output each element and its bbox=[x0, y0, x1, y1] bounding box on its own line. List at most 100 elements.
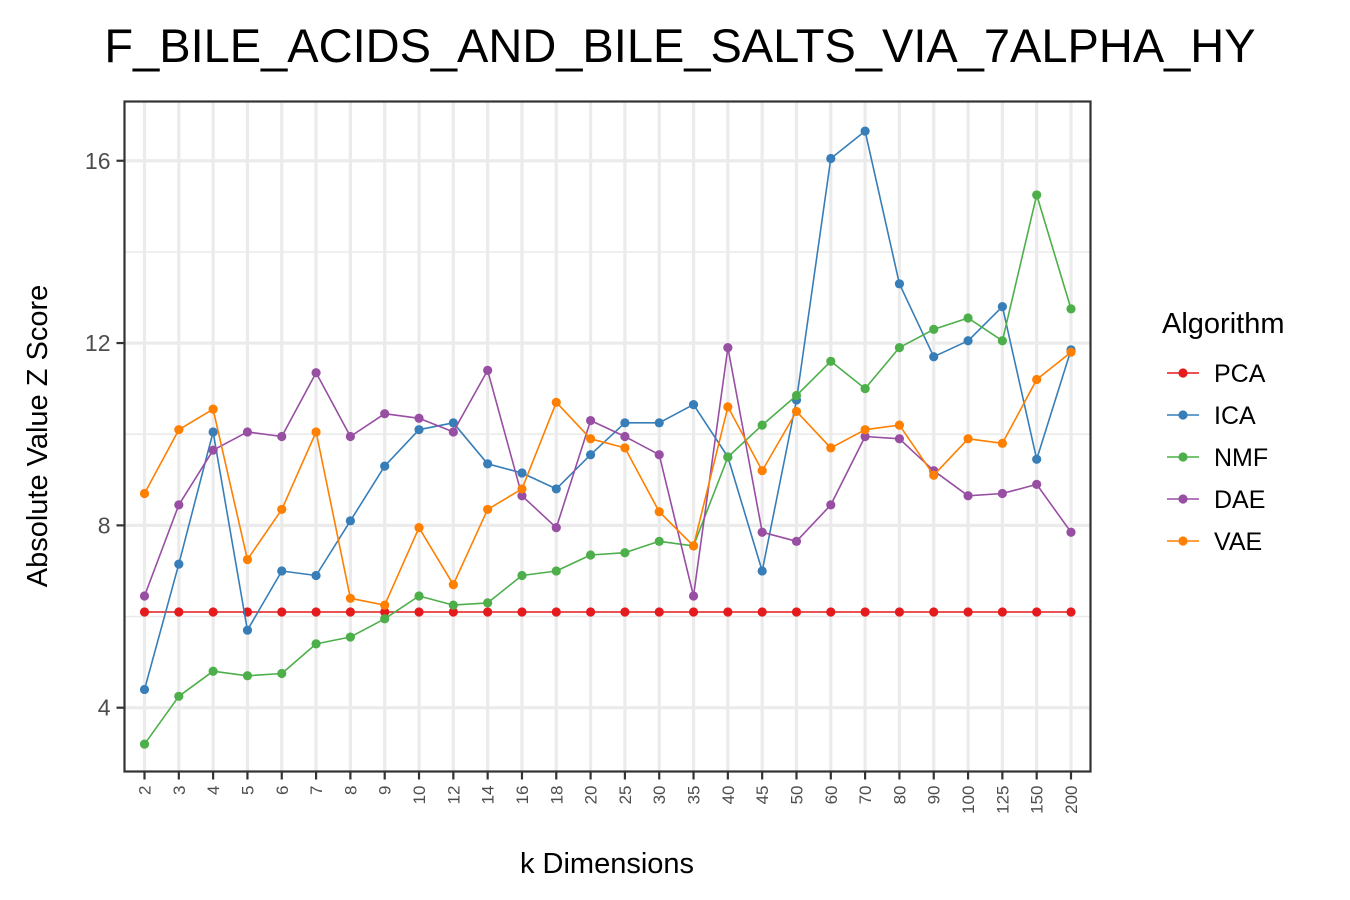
data-point bbox=[963, 607, 973, 617]
data-point bbox=[517, 607, 527, 617]
data-point bbox=[517, 468, 527, 478]
series-line-nmf bbox=[143, 194, 1072, 745]
data-point bbox=[1032, 454, 1042, 464]
x-tick-label: 7 bbox=[307, 786, 326, 795]
data-point bbox=[894, 343, 905, 353]
data-point bbox=[448, 418, 458, 428]
data-point bbox=[311, 570, 321, 581]
y-tick-label: 12 bbox=[85, 330, 111, 356]
series-line-ica bbox=[143, 130, 1072, 690]
data-point bbox=[277, 504, 287, 515]
data-point bbox=[277, 566, 287, 576]
data-point bbox=[963, 336, 973, 346]
y-tick-label: 16 bbox=[85, 148, 111, 174]
data-point bbox=[208, 445, 218, 455]
data-point bbox=[380, 614, 390, 624]
data-point bbox=[517, 491, 527, 501]
data-point bbox=[414, 413, 424, 423]
data-point bbox=[860, 607, 870, 617]
data-point bbox=[757, 420, 767, 430]
data-point bbox=[997, 336, 1007, 346]
data-point bbox=[929, 352, 939, 362]
data-point bbox=[620, 548, 630, 558]
data-point bbox=[139, 591, 150, 601]
series-vae bbox=[139, 347, 1076, 610]
data-point bbox=[1066, 304, 1076, 314]
data-point bbox=[311, 607, 321, 617]
data-point bbox=[791, 390, 802, 401]
data-point bbox=[414, 591, 424, 601]
data-point bbox=[380, 607, 390, 617]
x-tick-label: 30 bbox=[650, 786, 669, 805]
data-point bbox=[414, 425, 424, 435]
data-point bbox=[791, 536, 802, 546]
data-point bbox=[997, 488, 1007, 499]
data-point bbox=[654, 450, 664, 460]
data-point bbox=[688, 541, 699, 551]
x-tick-label: 50 bbox=[787, 786, 806, 805]
data-point bbox=[174, 607, 184, 617]
x-tick-label: 70 bbox=[856, 786, 875, 805]
data-point bbox=[826, 356, 836, 366]
x-tick-label: 8 bbox=[341, 786, 360, 795]
data-point bbox=[242, 427, 253, 437]
legend-label: VAE bbox=[1214, 528, 1262, 556]
legend-label: ICA bbox=[1214, 402, 1256, 430]
data-point bbox=[963, 434, 973, 444]
x-tick-label: 100 bbox=[959, 786, 978, 814]
data-point bbox=[757, 566, 767, 576]
x-tick-label: 16 bbox=[513, 786, 532, 805]
data-point bbox=[929, 607, 939, 617]
data-point bbox=[723, 343, 733, 353]
data-point bbox=[1066, 347, 1076, 357]
legend: Algorithm PCA ICA NMF DAE VAE bbox=[1162, 308, 1285, 556]
data-point bbox=[174, 559, 184, 569]
x-tick-label: 45 bbox=[753, 786, 772, 805]
series-nmf bbox=[139, 190, 1076, 749]
data-point bbox=[860, 126, 870, 136]
data-point bbox=[620, 431, 630, 442]
data-point bbox=[688, 399, 699, 410]
data-point bbox=[997, 607, 1007, 617]
data-point bbox=[483, 598, 493, 608]
x-tick-label: 3 bbox=[170, 786, 189, 795]
data-point bbox=[311, 427, 321, 437]
data-point bbox=[1032, 607, 1042, 617]
x-tick-label: 10 bbox=[410, 786, 429, 805]
legend-key-point bbox=[1178, 368, 1188, 378]
data-point bbox=[448, 427, 458, 437]
data-point bbox=[929, 324, 939, 334]
data-point bbox=[380, 409, 390, 419]
data-point bbox=[688, 607, 699, 617]
data-point bbox=[551, 523, 561, 533]
data-point bbox=[654, 607, 664, 617]
data-point bbox=[826, 443, 836, 453]
data-point bbox=[1066, 527, 1076, 537]
data-point bbox=[791, 406, 802, 417]
data-point bbox=[242, 625, 253, 635]
data-point bbox=[791, 607, 802, 617]
data-point bbox=[929, 470, 939, 480]
data-point bbox=[277, 607, 287, 617]
data-point bbox=[139, 739, 150, 749]
data-point bbox=[688, 591, 699, 601]
data-point bbox=[517, 484, 527, 494]
legend-label: PCA bbox=[1214, 360, 1266, 388]
legend-title: Algorithm bbox=[1162, 308, 1285, 340]
data-point bbox=[448, 600, 458, 610]
data-point bbox=[757, 607, 767, 617]
x-tick-label: 20 bbox=[582, 786, 601, 805]
data-point bbox=[208, 404, 218, 414]
data-point bbox=[585, 550, 596, 560]
data-point bbox=[997, 438, 1007, 448]
data-point bbox=[894, 434, 905, 444]
data-point bbox=[551, 607, 561, 617]
data-point bbox=[551, 397, 561, 407]
data-point bbox=[963, 313, 973, 323]
data-point bbox=[826, 607, 836, 617]
legend-label: DAE bbox=[1214, 486, 1265, 514]
data-point bbox=[311, 368, 321, 378]
data-point bbox=[585, 607, 596, 617]
plot-series bbox=[139, 126, 1076, 749]
